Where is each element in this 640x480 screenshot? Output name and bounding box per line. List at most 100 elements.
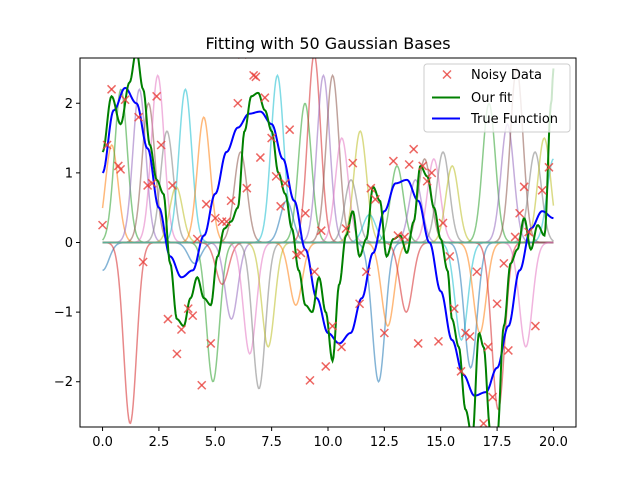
x-tick-label: 10.0	[314, 435, 343, 450]
noisy-data-point-14	[167, 180, 177, 190]
noisy-data-point-70	[465, 331, 475, 342]
noisy-data-point-57	[400, 232, 410, 242]
noisy-data-point-61	[418, 161, 428, 171]
noisy-data-point-19	[192, 234, 202, 244]
noisy-data-point-43	[309, 267, 320, 277]
noisy-data-point-50	[355, 299, 365, 309]
noisy-data-point-48	[341, 224, 351, 234]
noisy-data-point-62	[422, 176, 432, 186]
noisy-data-point-46	[327, 321, 338, 331]
legend-label-our-fit: Our fit	[471, 91, 512, 106]
noisy-data-point-78	[510, 232, 520, 242]
noisy-data-point-73	[483, 342, 493, 352]
noisy-data-point-45	[321, 361, 331, 371]
noisy-data-point-76	[499, 258, 509, 268]
noisy-data-point-16	[176, 324, 186, 335]
noisy-data-point-47	[336, 342, 347, 352]
noisy-data-point-5	[116, 164, 126, 174]
noisy-data-point-55	[388, 156, 398, 166]
noisy-data-point-65	[438, 218, 448, 228]
x-tick-label: 5.0	[205, 435, 226, 450]
noisy-data-point-71	[472, 267, 482, 277]
noisy-data-point-6	[120, 95, 130, 105]
noisy-data-point-21	[201, 199, 211, 209]
noisy-data-point-40	[296, 248, 306, 258]
noisy-data-point-31	[251, 72, 261, 82]
y-tick-label: −1	[54, 306, 73, 321]
noisy-data-point-12	[156, 140, 166, 150]
noisy-data-point-35	[271, 171, 281, 181]
noisy-data-point-27	[233, 98, 243, 108]
legend: Noisy Data Our fit True Function	[423, 63, 571, 133]
axes: 0.0 2.5 5.0 7.5 10.0 12.5 15.0 17.5 20.0 −2 −1 0 1 2	[54, 97, 568, 450]
noisy-data-point-60	[413, 338, 423, 348]
x-tick-label: 0.0	[92, 435, 113, 450]
noisy-data-point-49	[348, 158, 358, 168]
noisy-data-point-74	[488, 392, 498, 402]
noisy-data-point-37	[280, 178, 290, 188]
noisy-data-point-36	[276, 201, 286, 211]
noisy-data-point-54	[379, 328, 389, 338]
y-tick-label: 1	[65, 166, 73, 181]
noisy-data-point-64	[433, 336, 444, 346]
y-tick-label: −2	[54, 375, 73, 390]
noisy-data-point-17	[183, 304, 193, 314]
basis-curve-50	[102, 158, 554, 244]
noisy-data-point-52	[366, 183, 376, 193]
noisy-data-point-13	[163, 314, 173, 324]
noisy-data-point-29	[242, 183, 252, 193]
noisy-data-point-20	[197, 380, 207, 390]
legend-label-noisy-data: Noisy Data	[471, 68, 542, 83]
noisy-data-point-22	[206, 338, 216, 348]
x-tick-label: 2.5	[149, 435, 170, 450]
fit-layer	[101, 58, 555, 427]
noisy-data-point-38	[285, 125, 295, 135]
noisy-data-point-34	[267, 133, 277, 143]
noisy-data-point-42	[305, 375, 315, 385]
noisy-data-point-2	[102, 140, 112, 150]
legend-marker-noisy-data	[442, 69, 452, 80]
noisy-data-point-39	[291, 250, 301, 260]
x-tick-label: 15.0	[426, 435, 455, 450]
noisy-data-point-77	[503, 345, 513, 355]
noisy-data-point-1	[98, 220, 108, 230]
legend-label-true-function: True Function	[470, 112, 558, 127]
noisy-data-point-15	[172, 349, 182, 359]
noisy-data-point-82	[530, 321, 540, 331]
noisy-data-point-59	[409, 144, 419, 154]
noisy-data-point-18	[188, 311, 198, 321]
noisy-data-point-79	[515, 208, 525, 218]
noisy-data-points	[98, 58, 554, 427]
noisy-data-point-51	[361, 267, 371, 277]
noisy-data-point-9	[143, 180, 153, 190]
noisy-data-point-8	[138, 257, 148, 267]
noisy-data-point-25	[222, 217, 232, 227]
noisy-data-point-44	[316, 226, 326, 236]
noisy-data-point-56	[393, 231, 403, 241]
noisy-data-point-75	[492, 299, 502, 309]
x-tick-label: 7.5	[261, 435, 282, 450]
basis-curves	[101, 58, 555, 425]
noisy-data-point-11	[152, 91, 162, 101]
noisy-data-point-41	[300, 208, 310, 218]
noisy-data-point-63	[427, 168, 437, 178]
noisy-data-point-80	[519, 182, 529, 192]
noisy-data-point-83	[537, 185, 547, 195]
y-tick-label: 0	[65, 236, 73, 251]
noisy-data-point-53	[370, 194, 380, 204]
noisy-data-point-84	[544, 162, 554, 172]
x-tick-label: 12.5	[370, 435, 399, 450]
noisy-data-point-67	[449, 304, 459, 314]
our-fit-line	[101, 58, 555, 427]
y-tick-label: 2	[65, 97, 73, 112]
noisy-data-point-58	[404, 159, 414, 170]
noisy-data-point-23	[210, 213, 220, 223]
x-tick-label: 17.5	[483, 435, 512, 450]
noisy-data-point-32	[255, 153, 265, 163]
noisy-data-point-7	[134, 112, 144, 122]
noisy-data-point-68	[456, 366, 466, 376]
noisy-data-point-26	[226, 196, 236, 206]
noisy-data-point-81	[524, 227, 534, 237]
